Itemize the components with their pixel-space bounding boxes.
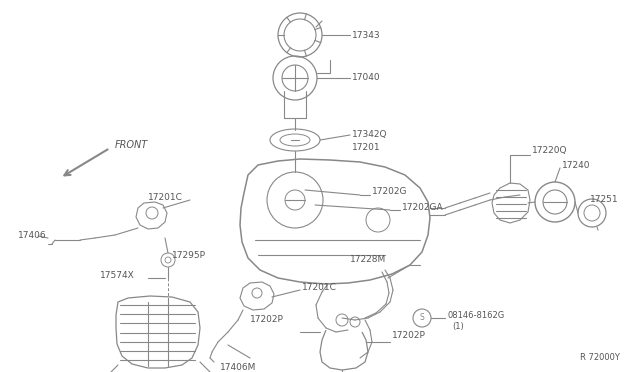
Text: 17295P: 17295P (172, 250, 206, 260)
Text: 17201C: 17201C (148, 192, 183, 202)
Text: R 72000Y: R 72000Y (580, 353, 620, 362)
Text: 17406: 17406 (18, 231, 47, 241)
Text: 17240: 17240 (562, 160, 591, 170)
Text: 17406M: 17406M (220, 363, 257, 372)
Text: 17220Q: 17220Q (532, 145, 568, 154)
Text: 17228M: 17228M (350, 256, 387, 264)
Text: 17040: 17040 (352, 74, 381, 83)
Text: FRONT: FRONT (115, 140, 148, 150)
Text: 17251: 17251 (590, 196, 619, 205)
Text: (1): (1) (452, 323, 464, 331)
Text: 17201C: 17201C (302, 283, 337, 292)
Text: 17343: 17343 (352, 31, 381, 39)
Text: 17202GA: 17202GA (402, 202, 444, 212)
Text: 08146-8162G: 08146-8162G (447, 311, 504, 320)
Text: 17202P: 17202P (250, 315, 284, 324)
Text: 17202P: 17202P (392, 331, 426, 340)
Text: 17342Q: 17342Q (352, 131, 387, 140)
Text: 17574X: 17574X (100, 270, 135, 279)
Text: 17202G: 17202G (372, 187, 408, 196)
Text: S: S (420, 314, 424, 323)
Text: 17201: 17201 (352, 144, 381, 153)
